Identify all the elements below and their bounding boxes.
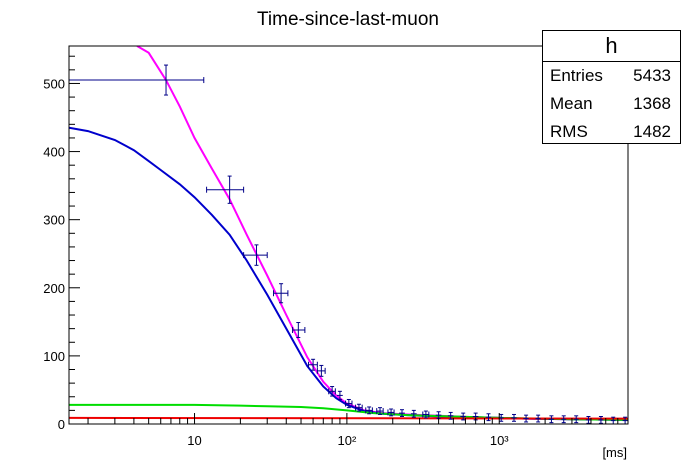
x-tick-label: 10³ [490,433,509,448]
data-point [328,386,336,397]
stats-label: Mean [550,94,593,113]
data-point [387,408,395,417]
data-point [535,414,541,423]
data-point [68,64,205,96]
data-point [585,416,591,424]
data-point [523,414,529,423]
stats-value: 1482 [633,122,671,141]
stats-label: RMS [550,122,588,141]
data-point [243,244,268,266]
data-point [561,415,567,424]
data-point [447,411,454,420]
data-point [399,409,405,418]
data-point [435,411,442,420]
data-point [345,398,353,409]
stats-label: Entries [550,66,603,85]
data-point [498,413,504,422]
data-point [460,412,466,421]
data-point [308,358,318,371]
y-tick-label: 400 [43,145,65,160]
chart-title: Time-since-last-muon [257,9,439,30]
y-tick-label: 200 [43,281,65,296]
y-tick-label: 100 [43,349,65,364]
y-tick-label: 300 [43,213,65,228]
plot-frame [68,45,629,425]
stats-title: h [543,31,680,62]
x-tick-label: 10² [337,433,356,448]
stats-value: 1368 [633,94,671,113]
data-point [511,413,517,422]
data-point [292,322,306,339]
y-axis-ticks: 0 100 200 300 400 500 [43,55,80,432]
data-point [410,409,417,418]
x-axis-label: [ms] [602,445,627,460]
fit-curve-1 [69,126,628,421]
data-point [206,175,245,204]
y-tick-label: 0 [58,417,65,432]
stats-row-mean: Mean 1368 [543,90,680,118]
data-point [548,415,555,424]
data-point [355,403,363,412]
stats-row-entries: Entries 5433 [543,62,680,90]
data-point [376,407,384,415]
data-point [598,416,604,424]
stats-value: 5433 [633,66,671,85]
data-points [68,64,628,425]
y-tick-label: 500 [43,76,65,91]
data-point [485,413,492,422]
data-point [365,406,373,415]
data-point [316,364,326,377]
data-point [573,415,579,424]
fit-curve-3 [69,416,628,420]
stats-row-rms: RMS 1482 [543,118,680,146]
data-point [422,410,430,419]
x-tick-label: 10 [187,433,201,448]
data-point [336,390,343,400]
data-point [273,283,289,304]
x-axis-ticks: 10 10² 10³ [87,413,629,448]
stats-box: h Entries 5433 Mean 1368 RMS 1482 [542,30,681,144]
